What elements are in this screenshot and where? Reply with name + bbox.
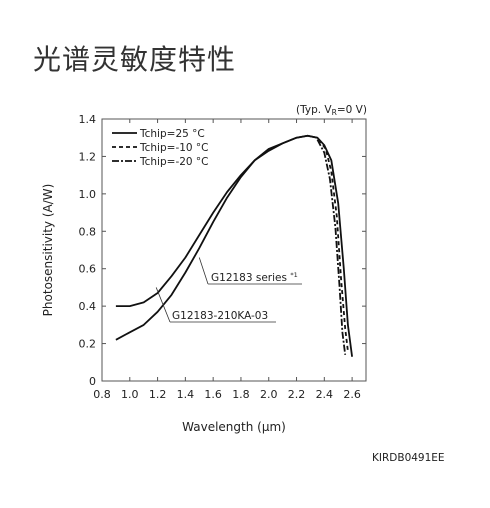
x-tick-label: 0.8 <box>93 388 111 401</box>
curve-g12183-25c <box>115 134 353 357</box>
y-tick-label: 0.8 <box>79 225 97 238</box>
legend-label-m10c: Tchip=-10 °C <box>139 142 209 154</box>
x-tick-label: 2.2 <box>288 388 306 401</box>
x-tick-label: 1.2 <box>149 388 167 401</box>
page-title: 光谱灵敏度特性 <box>33 43 237 76</box>
x-tick-label: 2.0 <box>260 388 278 401</box>
x-tick-label: 1.4 <box>177 388 195 401</box>
curve-g12183-m20c <box>316 139 347 355</box>
annotation-label: G12183 series *1 <box>211 271 298 284</box>
curve-g12183-m10c <box>318 139 349 352</box>
x-tick-label: 1.6 <box>204 388 222 401</box>
x-tick-label: 1.8 <box>232 388 250 401</box>
figure-code: KIRDB0491EE <box>372 452 445 464</box>
x-tick-label: 1.0 <box>121 388 139 401</box>
curves <box>115 134 353 357</box>
axis-ticks <box>101 118 366 382</box>
y-axis-title: Photosensitivity (A/W) <box>41 184 55 317</box>
curve-g12183-210ka-03 <box>115 134 318 341</box>
y-tick-label: 1.0 <box>79 188 97 201</box>
y-tick-label: 1.4 <box>79 113 97 126</box>
legend-label-25c: Tchip=25 °C <box>139 128 205 140</box>
y-tick-label: 1.2 <box>79 150 97 163</box>
x-tick-labels: 0.8 1.0 1.2 1.4 1.6 1.8 2.0 2.2 2.4 2.6 <box>93 388 361 401</box>
annotation-g12183-210ka-03: G12183-210KA-03 <box>155 287 276 323</box>
annotation-g12183-series: G12183 series *1 <box>198 257 302 285</box>
annotation-leader-line <box>198 257 209 285</box>
y-tick-label: 0 <box>89 375 96 388</box>
legend: Tchip=25 °C Tchip=-10 °C Tchip=-20 °C <box>112 128 209 168</box>
legend-label-m20c: Tchip=-20 °C <box>139 156 209 168</box>
annotation-leader-line <box>155 287 171 323</box>
y-tick-label: 0.4 <box>79 300 97 313</box>
annotation-label: G12183-210KA-03 <box>172 310 268 322</box>
x-tick-label: 2.4 <box>316 388 334 401</box>
y-tick-label: 0.6 <box>79 263 97 276</box>
x-tick-label: 2.6 <box>343 388 361 401</box>
y-tick-label: 0.2 <box>79 338 97 351</box>
plot-area <box>101 118 367 382</box>
condition-label: (Typ. VR=0 V) <box>296 104 367 117</box>
y-tick-labels: 0 0.2 0.4 0.6 0.8 1.0 1.2 1.4 <box>79 113 97 388</box>
x-axis-title: Wavelength (μm) <box>182 420 286 434</box>
